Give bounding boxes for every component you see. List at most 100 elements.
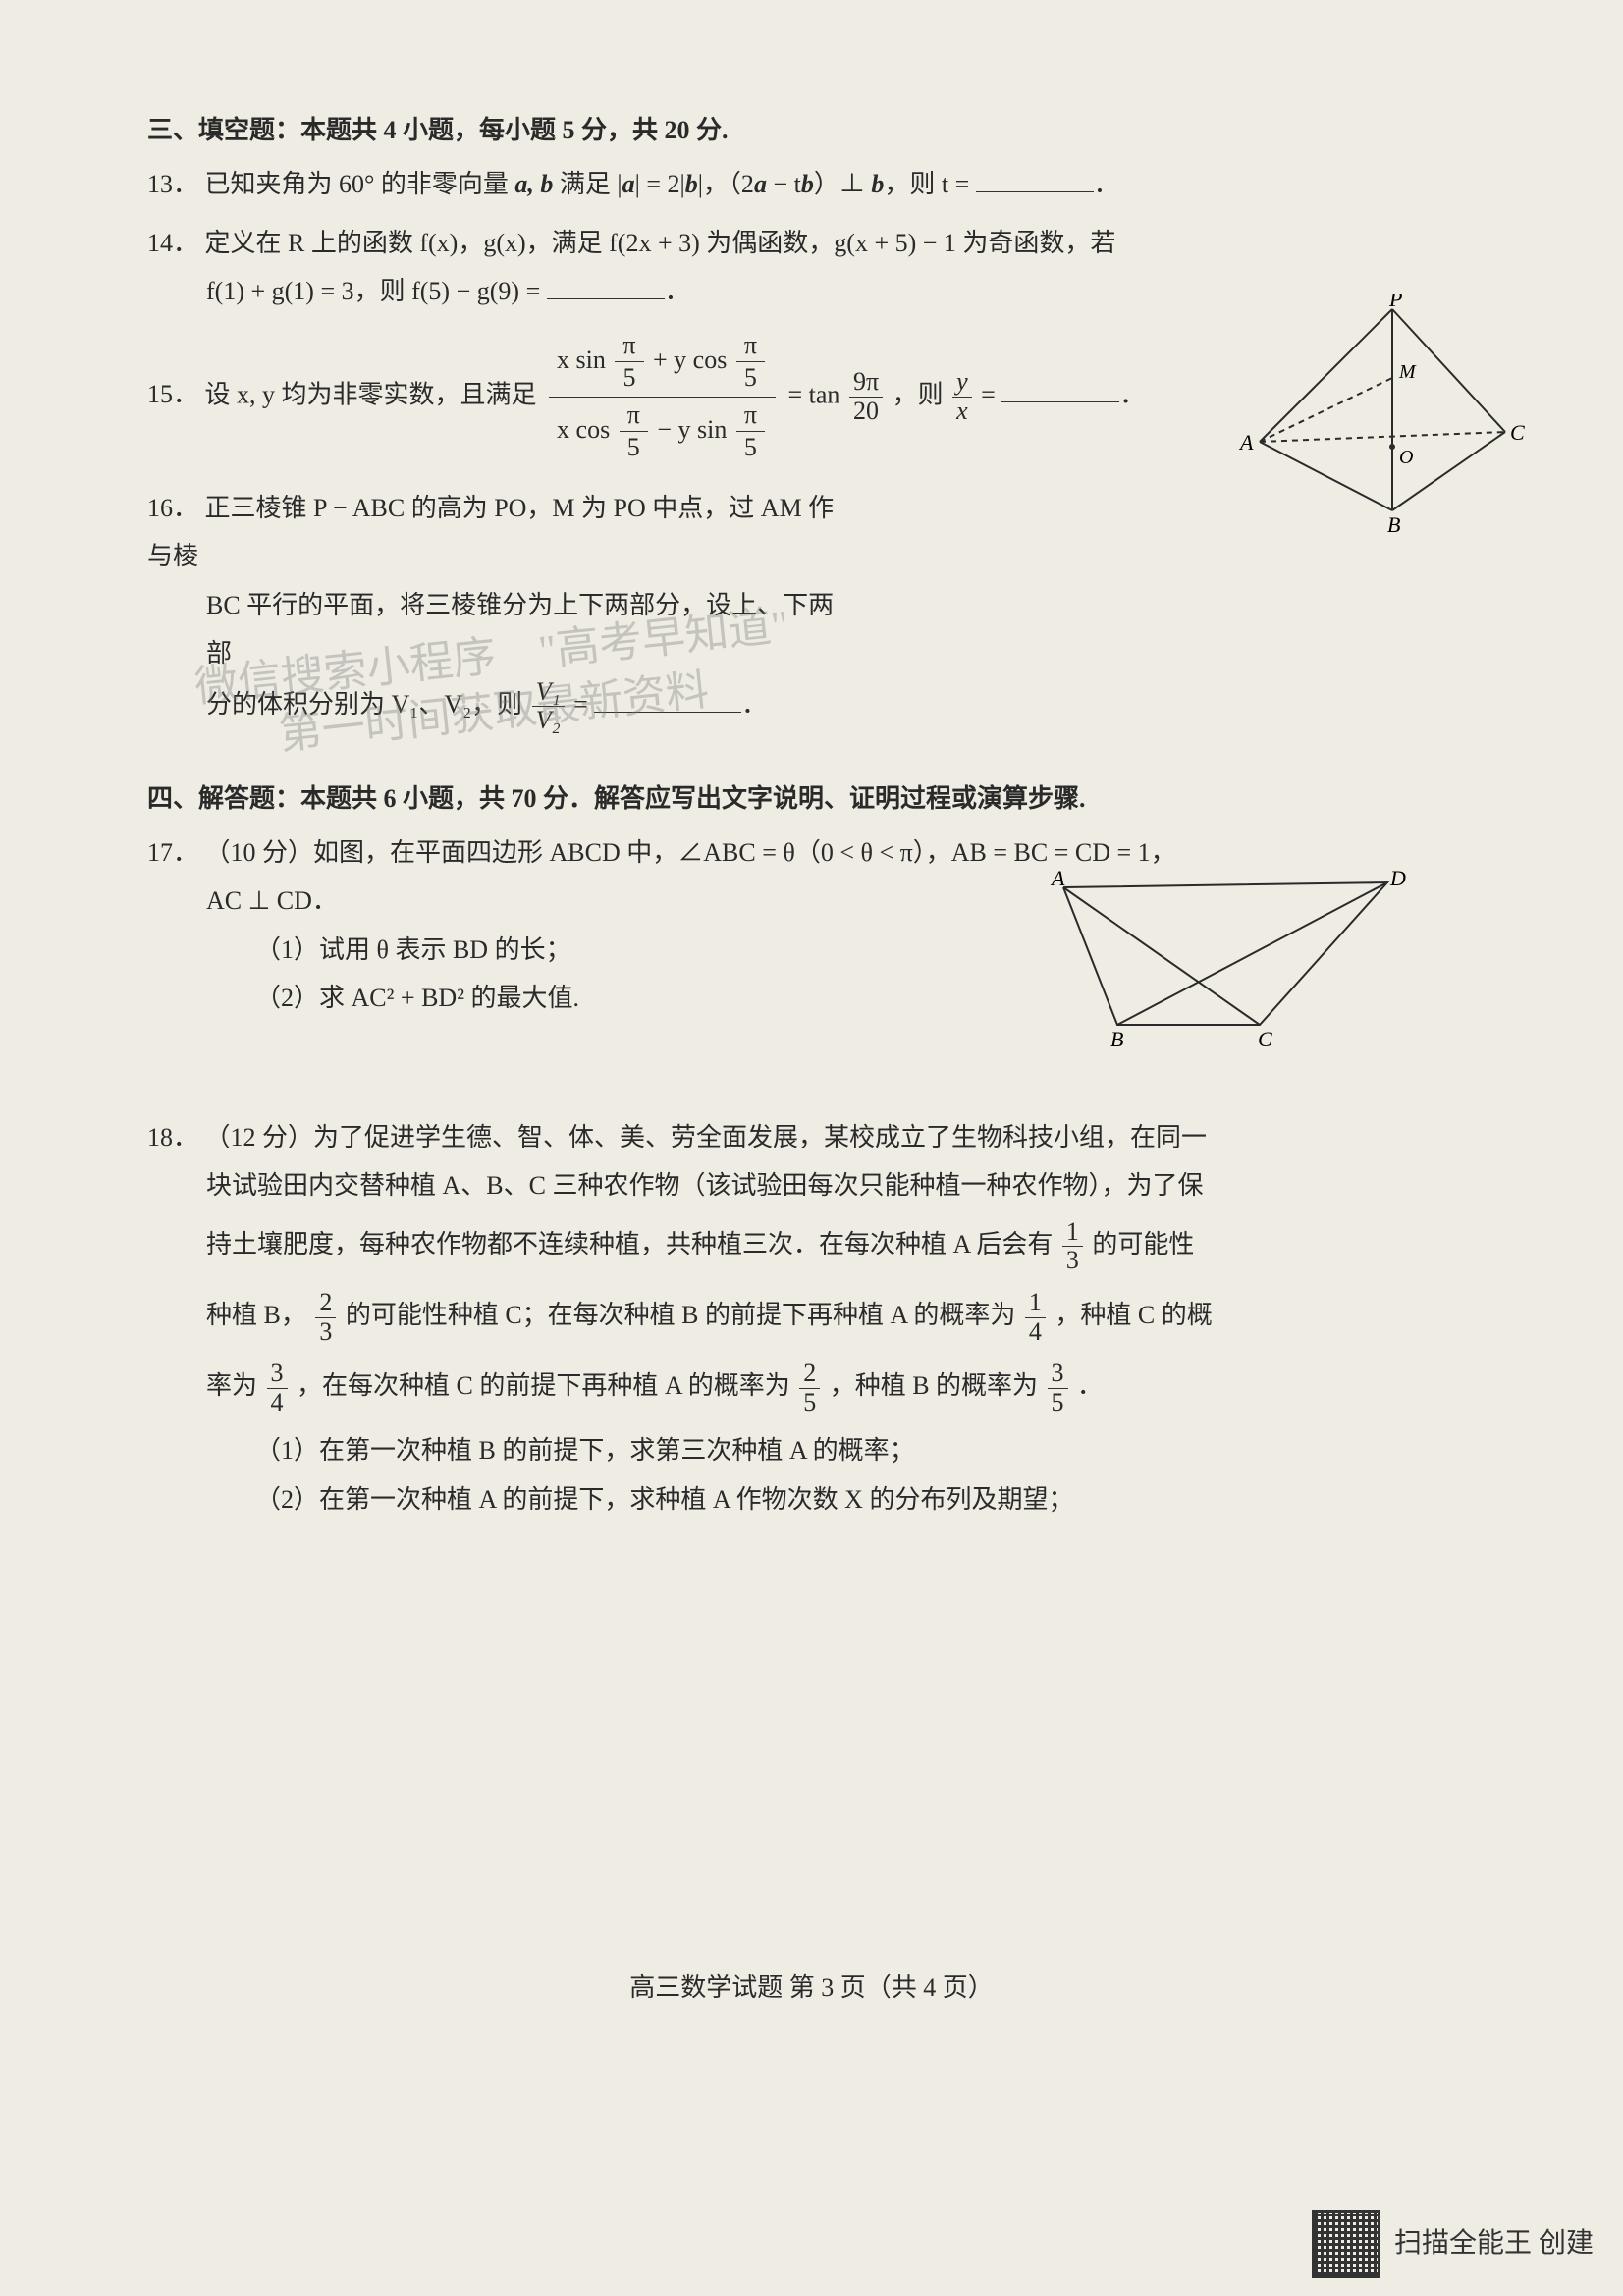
q15-tant: 9π <box>849 368 883 398</box>
exam-page: 三、填空题：本题共 4 小题，每小题 5 分，共 20 分. 13． 已知夹角为… <box>0 0 1623 2296</box>
q18-l4b: 的可能性种植 C；在每次种植 B 的前提下再种植 A 的概率为 <box>346 1301 1022 1329</box>
q15-main-frac: x sin π5 + y cos π5 x cos π5 − y sin π5 <box>549 328 776 466</box>
q15-pi5-3t: π <box>620 400 648 433</box>
scan-footer: 扫描全能王 创建 <box>1312 2210 1594 2278</box>
q13-b3: b <box>871 170 884 198</box>
q15-pi5-1b: 5 <box>615 362 643 395</box>
q16-line1: 正三棱锥 P − ABC 的高为 PO，M 为 PO 中点，过 AM 作与棱 <box>147 494 834 570</box>
question-17: 17． （10 分）如图，在平面四边形 ABCD 中，∠ABC = θ（0 < … <box>147 828 1495 1044</box>
q15-number: 15． <box>147 370 198 418</box>
q15-pi5-2t: π <box>736 330 765 363</box>
fig17-label-d: D <box>1389 868 1406 890</box>
q18-l5a: 率为 <box>206 1371 264 1400</box>
question-18: 18． （12 分）为了促进学生德、智、体、美、劳全面发展，某校成立了生物科技小… <box>147 1113 1495 1523</box>
q18-f34b: 4 <box>267 1389 288 1417</box>
section-3-header: 三、填空题：本题共 4 小题，每小题 5 分，共 20 分. <box>147 106 1495 154</box>
q13-text-d: |，（2 <box>698 170 754 198</box>
q13-text-a: 已知夹角为 60° 的非零向量 <box>205 170 515 198</box>
q15-yxb: x <box>952 398 972 426</box>
q15-yxt: y <box>952 368 972 398</box>
fig16-label-p: P <box>1388 294 1402 311</box>
q13-b1: b <box>685 170 698 198</box>
q18-l4c: ，种植 C 的概 <box>1055 1301 1212 1329</box>
q18-f35b: 5 <box>1048 1389 1068 1417</box>
q13-a1: a <box>622 170 635 198</box>
q13-b2: b <box>801 170 814 198</box>
q17-number: 17． <box>147 828 198 877</box>
q13-text-g: ，则 t = <box>884 170 975 198</box>
q16-vt: V₁ <box>532 678 565 708</box>
fig17-label-a: A <box>1050 868 1065 890</box>
q13-blank <box>976 166 1094 192</box>
scan-text: 扫描全能王 创建 <box>1394 2217 1594 2269</box>
q18-line1: （12 分）为了促进学生德、智、体、美、劳全面发展，某校成立了生物科技小组，在同… <box>205 1123 1208 1151</box>
q18-l3b: 的可能性 <box>1092 1230 1194 1258</box>
q18-line2: 块试验田内交替种植 A、B、C 三种农作物（该试验田每次只能种植一种农作物），为… <box>147 1161 1495 1209</box>
q13-a2: a <box>754 170 767 198</box>
q15-pi5-1t: π <box>615 330 643 363</box>
q18-f14b: 4 <box>1025 1318 1046 1347</box>
fig16-label-b: B <box>1387 512 1400 537</box>
fig16-label-o: O <box>1399 447 1413 468</box>
q13-text-e: − t <box>767 170 801 198</box>
q15-eq: = tan <box>788 380 840 408</box>
q18-f23b: 3 <box>315 1318 336 1347</box>
q18-line3: 持土壤肥度，每种农作物都不连续种植，共种植三次．在每次种植 A 后会有 13 的… <box>147 1218 1495 1275</box>
q16-blank <box>594 686 741 713</box>
q18-l3a: 持土壤肥度，每种农作物都不连续种植，共种植三次．在每次种植 A 后会有 <box>206 1230 1059 1258</box>
q14-number: 14． <box>147 219 198 267</box>
q16-l3b: = <box>573 690 594 719</box>
figure-q16-pyramid: P A B C O M <box>1230 294 1525 540</box>
q16-line3: 分的体积分别为 V₁、V₂，则 V₁V₂ = ． <box>147 678 854 735</box>
q15-text-c: ，则 <box>893 380 950 408</box>
q15-tanb: 20 <box>849 398 883 426</box>
q13-text-b: 满足 | <box>553 170 622 198</box>
q15-ftop-a: x sin <box>557 346 606 374</box>
q15-fbot-b: − y sin <box>657 415 727 444</box>
q16-number: 16． <box>147 484 198 532</box>
q18-sub1: （1）在第一次种植 B 的前提下，求第三次种植 A 的概率； <box>147 1426 1495 1474</box>
q13-text-f: ）⊥ <box>814 170 872 198</box>
q18-f25t: 2 <box>799 1360 820 1389</box>
q18-l4a: 种植 B， <box>206 1301 306 1329</box>
q14-blank <box>547 273 665 299</box>
q18-l5c: ，种植 B 的概率为 <box>830 1371 1045 1400</box>
q16-vb: V₂ <box>532 707 565 735</box>
q16-line2: BC 平行的平面，将三棱锥分为上下两部分，设上、下两部 <box>147 581 854 678</box>
fig16-label-m: M <box>1398 361 1417 383</box>
q18-f14t: 1 <box>1025 1289 1046 1318</box>
q15-pi5-4b: 5 <box>736 432 765 464</box>
q13-ab: a, b <box>514 170 553 198</box>
q18-f13b: 3 <box>1062 1247 1083 1275</box>
q15-ftop-b: + y cos <box>653 346 727 374</box>
q13-text-c: | = 2| <box>635 170 685 198</box>
qr-icon <box>1312 2210 1380 2278</box>
q18-sub2: （2）在第一次种植 A 的前提下，求种植 A 作物次数 X 的分布列及期望； <box>147 1475 1495 1523</box>
section-4-header: 四、解答题：本题共 6 小题，共 70 分．解答应写出文字说明、证明过程或演算步… <box>147 774 1495 823</box>
q13-number: 13． <box>147 160 198 208</box>
q18-f25b: 5 <box>799 1389 820 1417</box>
q13-text: 已知夹角为 60° 的非零向量 a, b 满足 |a| = 2|b|，（2a −… <box>205 170 1119 198</box>
q15-fbot-a: x cos <box>557 415 610 444</box>
fig16-label-c: C <box>1510 420 1525 445</box>
q18-number: 18． <box>147 1113 198 1161</box>
figure-q17-quadrilateral: A B C D <box>985 868 1407 1054</box>
page-footer: 高三数学试题 第 3 页（共 4 页） <box>0 1963 1623 2011</box>
q18-f13t: 1 <box>1062 1218 1083 1248</box>
q15-pi5-3b: 5 <box>620 432 648 464</box>
q18-f23t: 2 <box>315 1289 336 1318</box>
q15-blank <box>1001 376 1119 402</box>
q15-text-d: = <box>981 380 1001 408</box>
q15-pi5-4t: π <box>736 400 765 433</box>
q18-f35t: 3 <box>1048 1360 1068 1389</box>
q16-l3a: 分的体积分别为 V₁、V₂，则 <box>206 690 529 719</box>
fig17-label-c: C <box>1258 1027 1272 1051</box>
fig16-label-a: A <box>1238 430 1254 454</box>
q15-text-a: 设 x, y 均为非零实数，且满足 <box>205 380 544 408</box>
q14-line1: 定义在 R 上的函数 f(x)，g(x)，满足 f(2x + 3) 为偶函数，g… <box>205 229 1116 257</box>
q15-pi5-2b: 5 <box>736 362 765 395</box>
fig17-label-b: B <box>1110 1027 1123 1051</box>
q18-l5b: ，在每次种植 C 的前提下再种植 A 的概率为 <box>297 1371 796 1400</box>
q17-head: （10 分）如图，在平面四边形 ABCD 中，∠ABC = θ（0 < θ < … <box>205 838 1176 867</box>
q14-line2-text: f(1) + g(1) = 3，则 f(5) − g(9) = <box>206 277 547 305</box>
